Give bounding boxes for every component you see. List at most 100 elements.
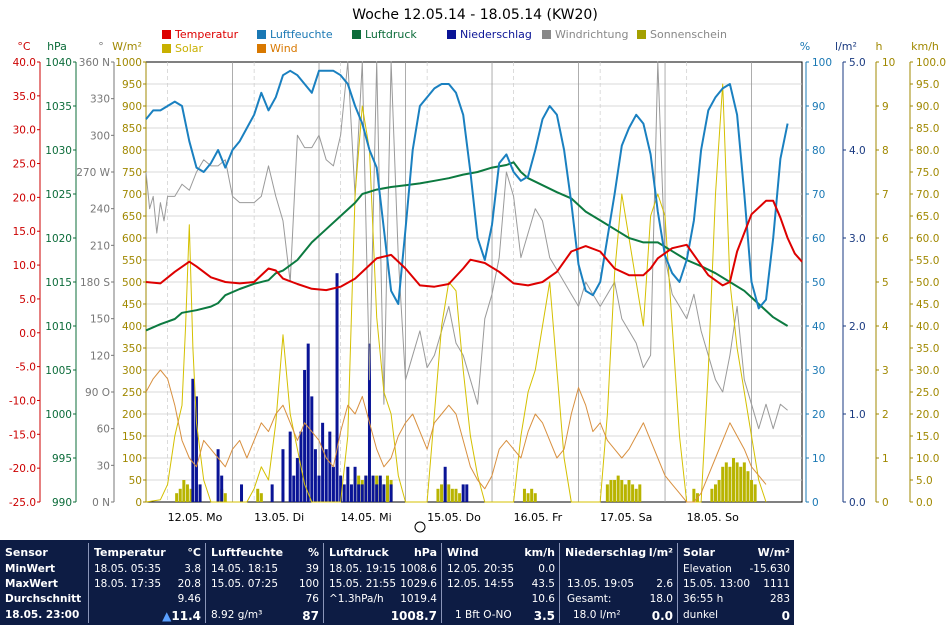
temperature-tick-label: -10.0 bbox=[9, 395, 36, 407]
pressure-tick-label: 1040 bbox=[45, 57, 72, 69]
solar-tick-label: 200 bbox=[122, 409, 142, 421]
humidity-line bbox=[145, 69, 789, 310]
sunshine-tick-label: 9 bbox=[882, 101, 889, 113]
precipitation-bar bbox=[191, 378, 195, 502]
solar-line bbox=[145, 83, 767, 503]
sunshine-bar bbox=[223, 493, 227, 502]
precipitation-bar bbox=[331, 466, 335, 502]
sunshine-bar bbox=[739, 466, 743, 502]
pressure-tick-label: 1020 bbox=[45, 233, 72, 245]
min-row-label: MinWert bbox=[5, 563, 56, 575]
wind-axis-unit: km/h bbox=[911, 40, 939, 53]
humidity-tick-label: 20 bbox=[812, 409, 825, 421]
sunshine-tick-label: 3 bbox=[882, 365, 889, 377]
precipitation-bar bbox=[360, 484, 364, 502]
precipitation-bar bbox=[346, 466, 350, 502]
precipitation-bar bbox=[465, 484, 469, 502]
wind-direction-tick-label: 270 W bbox=[76, 167, 110, 179]
sunshine-bar bbox=[627, 480, 631, 502]
statistics-panel: Sensor MinWert MaxWert Durchschnitt 18.0… bbox=[0, 540, 794, 625]
marker-icon bbox=[414, 521, 426, 533]
pressure-tick-label: 1025 bbox=[45, 189, 72, 201]
pressure-avg: 1019.4 bbox=[400, 593, 437, 605]
humidity-tick-label: 50 bbox=[812, 277, 825, 289]
sunshine-bar bbox=[692, 488, 696, 502]
solar-tick-label: 650 bbox=[122, 211, 142, 223]
humidity-unit: % bbox=[307, 546, 319, 559]
max-row-label: MaxWert bbox=[5, 578, 58, 590]
wind-unit: km/h bbox=[524, 546, 555, 559]
precipitation-bar bbox=[353, 466, 357, 502]
humidity-title: Luftfeuchte bbox=[211, 546, 284, 559]
wind-tick-label: 55.0 bbox=[916, 255, 939, 267]
empty-area bbox=[794, 540, 950, 625]
pressure-tick-label: 1015 bbox=[45, 277, 72, 289]
precipitation-current: 0.0 bbox=[651, 609, 673, 623]
x-tick-label: 16.05. Fr bbox=[514, 511, 563, 524]
sunshine-tick-label: 7 bbox=[882, 189, 889, 201]
pressure-axis-unit: hPa bbox=[47, 40, 67, 53]
legend-label: Wind bbox=[270, 42, 298, 55]
wind-tick-label: 30.0 bbox=[916, 365, 939, 377]
wind-tick-label: 75.0 bbox=[916, 167, 939, 179]
pressure-unit: hPa bbox=[413, 546, 437, 559]
sunshine-tick-label: 4 bbox=[882, 321, 889, 333]
pressure-max-time: 15.05. 21:55 bbox=[329, 578, 396, 590]
sunshine-bar bbox=[450, 488, 454, 502]
sunshine-bar bbox=[742, 462, 746, 502]
wind-max: 43.5 bbox=[531, 578, 555, 590]
sunshine-hours: 36:55 h bbox=[683, 593, 724, 605]
pressure-min-time: 18.05. 19:15 bbox=[329, 563, 396, 575]
precipitation-bar bbox=[306, 343, 310, 502]
precipitation-bar bbox=[194, 396, 198, 502]
precipitation-bar bbox=[317, 475, 321, 502]
precipitation-bar bbox=[349, 484, 353, 502]
temperature-tick-label: -15.0 bbox=[9, 429, 36, 441]
wind-line bbox=[145, 369, 767, 503]
temperature-tick-label: -25.0 bbox=[9, 497, 36, 509]
sunshine-bar bbox=[454, 488, 458, 502]
sunshine-tick-label: 6 bbox=[882, 233, 889, 245]
precipitation-bar bbox=[295, 458, 299, 502]
sunshine-value: 283 bbox=[769, 593, 790, 605]
wind-tick-label: 60.0 bbox=[916, 233, 939, 245]
wind-tick-label: 35.0 bbox=[916, 343, 939, 355]
temperature-min: 3.8 bbox=[184, 563, 201, 575]
wind-current: 3.5 bbox=[533, 609, 555, 623]
x-tick-label: 13.05. Di bbox=[254, 511, 304, 524]
wind-direction-tick-label: 180 S bbox=[80, 277, 110, 289]
sunshine-tick-label: 2 bbox=[882, 409, 889, 421]
humidity-section: Luftfeuchte% 14.05. 18:15 39 15.05. 07:25… bbox=[205, 543, 324, 623]
precipitation-total: 18.0 bbox=[649, 593, 673, 605]
solar-tick-label: 900 bbox=[122, 101, 142, 113]
legend-label: Luftfeuchte bbox=[270, 28, 333, 41]
sunshine-bar bbox=[750, 480, 754, 502]
sunshine-bar bbox=[713, 484, 717, 502]
precipitation-bar bbox=[288, 431, 292, 502]
temperature-avg: 9.46 bbox=[177, 593, 201, 605]
sunshine-bar bbox=[189, 488, 193, 502]
temperature-max-time: 18.05. 17:35 bbox=[94, 578, 161, 590]
humidity-tick-label: 0 bbox=[812, 497, 819, 509]
precipitation-max: 2.6 bbox=[656, 578, 673, 590]
pressure-trend: ^1.3hPa/h bbox=[329, 593, 384, 605]
precipitation-bar bbox=[328, 431, 332, 502]
sunshine-bar bbox=[638, 484, 642, 502]
precipitation-tick-label: 1.0 bbox=[849, 409, 866, 421]
solar-tick-label: 700 bbox=[122, 189, 142, 201]
temperature-tick-label: 20.0 bbox=[13, 192, 36, 204]
legend-swatch bbox=[637, 30, 646, 39]
legend-label: Luftdruck bbox=[365, 28, 417, 41]
pressure-current: 1008.7 bbox=[390, 609, 437, 623]
temperature-tick-label: 35.0 bbox=[13, 91, 36, 103]
wind-tick-label: 50.0 bbox=[916, 277, 939, 289]
wind-tick-label: 0.0 bbox=[916, 497, 933, 509]
temperature-section: Temperatur °C 18.05. 05:35 3.8 18.05. 17:3… bbox=[88, 543, 206, 623]
legend-label: Sonnenschein bbox=[650, 28, 727, 41]
temperature-tick-label: 30.0 bbox=[13, 125, 36, 137]
solar-tick-label: 800 bbox=[122, 145, 142, 157]
pressure-section: Luftdruck hPa 18.05. 19:15 1008.6 15.05. 2… bbox=[323, 543, 442, 623]
solar-tick-label: 550 bbox=[122, 255, 142, 267]
pressure-tick-label: 990 bbox=[52, 497, 72, 509]
pressure-max: 1029.6 bbox=[400, 578, 437, 590]
